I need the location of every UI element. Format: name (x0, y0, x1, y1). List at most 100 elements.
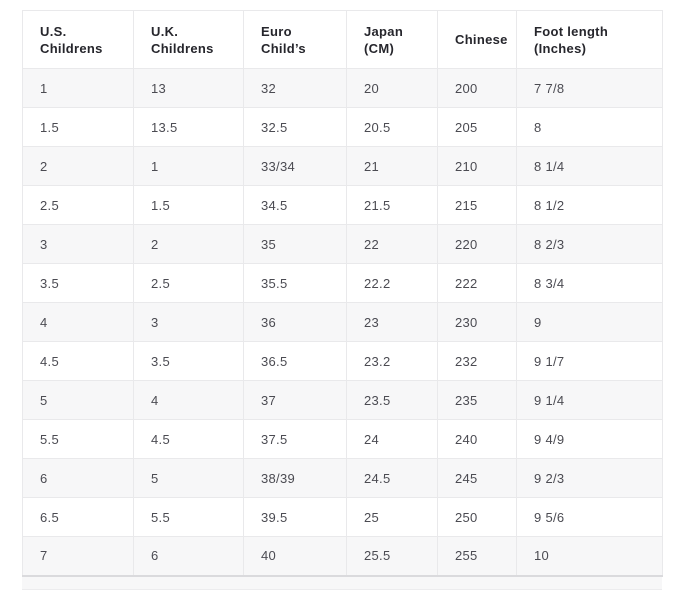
table-cell: 8 (516, 107, 663, 147)
table-cell: 8 2/3 (516, 224, 663, 264)
table-cell: 245 (437, 458, 517, 498)
table-cell: 2 (22, 146, 134, 186)
table-cell: 3 (22, 224, 134, 264)
table-cell: 215 (437, 185, 517, 225)
table-cell: 200 (437, 68, 517, 108)
table-cell: 210 (437, 146, 517, 186)
column-header: Euro Child’s (243, 10, 347, 69)
table-cell: 32 (243, 68, 347, 108)
table-cell: 2.5 (22, 185, 134, 225)
table-cell: 9 1/7 (516, 341, 663, 381)
table-cell: 9 5/6 (516, 497, 663, 537)
table-row: 4.5 3.5 36.5 23.2 232 9 1/7 (22, 341, 663, 381)
table-cell: 9 4/9 (516, 419, 663, 459)
table-cell: 255 (437, 536, 517, 576)
table-cell: 23.5 (346, 380, 438, 420)
table-cell: 22 (346, 224, 438, 264)
table-cell: 3.5 (22, 263, 134, 303)
table-cell: 9 (516, 302, 663, 342)
table-row: 3 2 35 22 220 8 2/3 (22, 224, 663, 264)
table-cell: 6 (22, 458, 134, 498)
table-row: 7 6 40 25.5 255 10 (22, 536, 663, 576)
table-cell: 37.5 (243, 419, 347, 459)
table-cell: 5 (22, 380, 134, 420)
table-cell: 1.5 (22, 107, 134, 147)
table-cell: 40 (243, 536, 347, 576)
table-cell: 37 (243, 380, 347, 420)
table-cell: 13 (133, 68, 244, 108)
next-table-partial-strip (22, 576, 662, 590)
table-cell: 23.2 (346, 341, 438, 381)
table-cell: 33/34 (243, 146, 347, 186)
table-row: 5.5 4.5 37.5 24 240 9 4/9 (22, 419, 663, 459)
table-cell: 22.2 (346, 263, 438, 303)
column-header: Chinese (437, 10, 517, 69)
table-cell: 8 3/4 (516, 263, 663, 303)
table-cell: 21 (346, 146, 438, 186)
table-cell: 34.5 (243, 185, 347, 225)
table-cell: 5.5 (133, 497, 244, 537)
table-cell: 24 (346, 419, 438, 459)
table-cell: 235 (437, 380, 517, 420)
table-cell: 13.5 (133, 107, 244, 147)
table-cell: 36.5 (243, 341, 347, 381)
table-row: 6.5 5.5 39.5 25 250 9 5/6 (22, 497, 663, 537)
column-header: Japan (CM) (346, 10, 438, 69)
table-row: 2.5 1.5 34.5 21.5 215 8 1/2 (22, 185, 663, 225)
table-cell: 39.5 (243, 497, 347, 537)
table-cell: 9 2/3 (516, 458, 663, 498)
table-cell: 9 1/4 (516, 380, 663, 420)
table-row: 5 4 37 23.5 235 9 1/4 (22, 380, 663, 420)
table-cell: 4 (22, 302, 134, 342)
size-conversion-table: U.S. Childrens U.K. Childrens Euro Child’s… (22, 10, 663, 577)
table-cell: 2 (133, 224, 244, 264)
table-cell: 20.5 (346, 107, 438, 147)
table-cell: 2.5 (133, 263, 244, 303)
table-cell: 35.5 (243, 263, 347, 303)
table-cell: 250 (437, 497, 517, 537)
table-cell: 20 (346, 68, 438, 108)
table-cell: 230 (437, 302, 517, 342)
table-cell: 4.5 (22, 341, 134, 381)
table-body: 1 13 32 20 200 7 7/8 1.5 13.5 32.5 20.5 205 8 2 1 33/3… (22, 68, 663, 576)
table-row: 6 5 38/39 24.5 245 9 2/3 (22, 458, 663, 498)
table-cell: 3.5 (133, 341, 244, 381)
page: U.S. Childrens U.K. Childrens Euro Child’s… (0, 10, 684, 613)
column-header: Foot length (Inches) (516, 10, 663, 69)
table-cell: 35 (243, 224, 347, 264)
table-cell: 7 (22, 536, 134, 576)
table-cell: 23 (346, 302, 438, 342)
table-row: 1 13 32 20 200 7 7/8 (22, 68, 663, 108)
table-cell: 1 (133, 146, 244, 186)
column-header: U.S. Childrens (22, 10, 134, 69)
table-cell: 21.5 (346, 185, 438, 225)
table-header-row: U.S. Childrens U.K. Childrens Euro Child’s… (22, 10, 663, 69)
table-row: 1.5 13.5 32.5 20.5 205 8 (22, 107, 663, 147)
table-cell: 1.5 (133, 185, 244, 225)
table-cell: 7 7/8 (516, 68, 663, 108)
table-cell: 220 (437, 224, 517, 264)
table-row: 2 1 33/34 21 210 8 1/4 (22, 146, 663, 186)
table-row: 3.5 2.5 35.5 22.2 222 8 3/4 (22, 263, 663, 303)
table-cell: 36 (243, 302, 347, 342)
table-cell: 4.5 (133, 419, 244, 459)
table-cell: 38/39 (243, 458, 347, 498)
table-cell: 10 (516, 536, 663, 576)
table-cell: 6 (133, 536, 244, 576)
column-header: U.K. Childrens (133, 10, 244, 69)
table-cell: 32.5 (243, 107, 347, 147)
table-cell: 4 (133, 380, 244, 420)
table-cell: 232 (437, 341, 517, 381)
table-cell: 3 (133, 302, 244, 342)
table-cell: 240 (437, 419, 517, 459)
table-cell: 1 (22, 68, 134, 108)
table-cell: 5.5 (22, 419, 134, 459)
table-cell: 222 (437, 263, 517, 303)
table-cell: 6.5 (22, 497, 134, 537)
table-row: 4 3 36 23 230 9 (22, 302, 663, 342)
table-cell: 24.5 (346, 458, 438, 498)
table-cell: 205 (437, 107, 517, 147)
table-cell: 8 1/4 (516, 146, 663, 186)
table-cell: 25 (346, 497, 438, 537)
table-cell: 8 1/2 (516, 185, 663, 225)
